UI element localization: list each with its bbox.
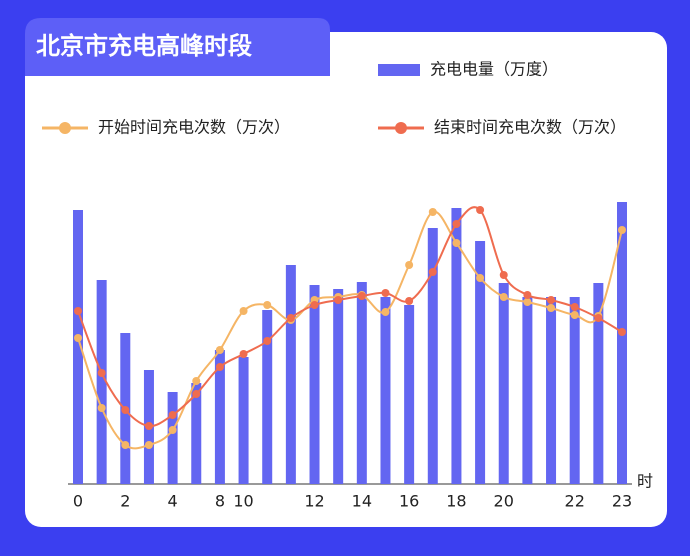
chart-title: 北京市充电高峰时段 [36,32,252,60]
point [476,274,485,282]
x-tick-label: 16 [399,492,419,511]
point [570,303,579,311]
legend-swatch [395,122,407,134]
x-tick-label: 14 [352,492,372,511]
point [334,296,343,304]
point [428,268,437,276]
point [547,296,556,304]
point [618,226,626,234]
point [428,208,437,216]
point [263,337,272,345]
point [144,422,153,430]
bar [238,357,249,484]
bar [214,350,225,484]
x-tick-label: 8 [215,492,225,511]
legend-swatch [59,122,71,134]
point [168,426,177,434]
point [523,291,532,299]
bar [498,283,509,484]
point [310,301,319,309]
point [381,289,390,297]
point [570,311,579,319]
x-tick-label: 18 [446,492,466,511]
point [523,298,532,306]
point [239,307,248,315]
x-tick-label: 0 [73,492,83,511]
bar [593,283,604,484]
legend-swatch [378,64,420,76]
point [121,441,130,449]
bar [569,297,580,484]
point [97,369,106,377]
line [77,210,623,450]
legend-label: 结束时间充电次数（万次） [434,118,626,137]
point [452,220,461,228]
point [499,271,508,279]
bar [96,280,107,484]
point [215,363,224,371]
point [476,206,485,214]
x-tick-label: 4 [168,492,178,511]
point [215,346,224,354]
bar [356,282,367,484]
bar [191,383,202,484]
point [405,261,414,269]
bar [404,305,415,484]
point [97,404,106,412]
bar [285,265,296,484]
bar [333,289,344,484]
point [499,293,508,301]
bar [546,297,557,484]
x-unit: 时 [637,472,653,491]
x-tick-label: 23 [612,492,632,511]
x-tick-label: 12 [304,492,324,511]
point [452,239,461,247]
point [405,297,414,305]
point [286,314,295,322]
point [618,328,626,336]
point [121,406,130,414]
x-tick-label: 10 [233,492,253,511]
legend-label: 充电电量（万度） [430,60,558,79]
point [594,314,603,322]
bar [617,202,627,484]
point [74,307,82,315]
point [144,441,153,449]
point [192,390,201,398]
point [547,304,556,312]
legend-label: 开始时间充电次数（万次） [98,118,290,137]
point [192,377,201,385]
x-tick-label: 22 [565,492,585,511]
point [381,308,390,316]
title-tab [25,18,330,76]
bar [451,208,462,484]
point [357,292,366,300]
bar [522,297,533,484]
bar [427,228,438,484]
point [239,350,248,358]
point [168,411,177,419]
x-tick-label: 20 [494,492,514,511]
x-tick-label: 2 [120,492,130,511]
point [263,301,272,309]
bar [475,241,486,484]
bar [73,210,83,484]
bar [262,310,273,484]
bar [167,392,178,484]
point [74,334,82,342]
bar [309,285,320,484]
bar [380,297,391,484]
